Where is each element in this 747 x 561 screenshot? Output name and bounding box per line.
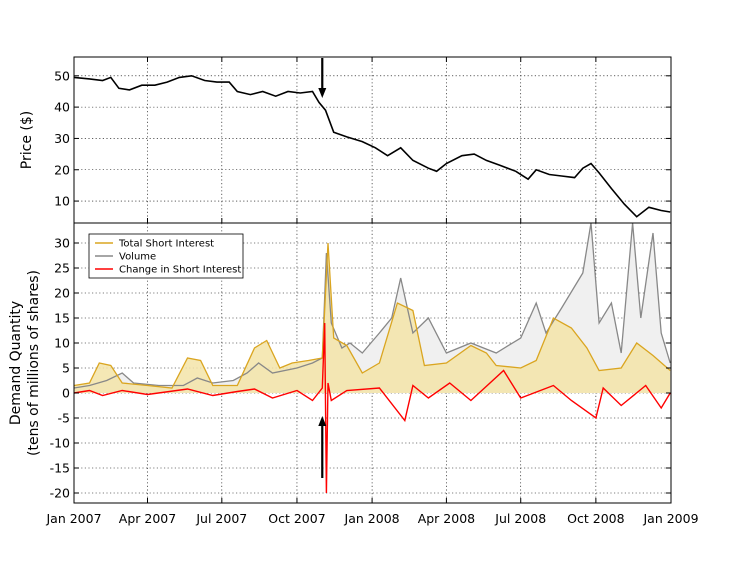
legend-label: Change in Short Interest	[119, 265, 241, 276]
price-y-ticks: 10 20 30 40 50	[54, 68, 671, 209]
demand-panel: -20 -15 -10 -5 0 5 10 15 20 25 30 Jan 2007 Apr 2007…	[8, 57, 699, 526]
volume-line	[73, 222, 671, 389]
demand-y-tick-label: 10	[54, 336, 70, 351]
price-annotations	[318, 58, 327, 98]
demand-y-tick-label: -20	[50, 486, 70, 501]
demand-y-axis-sublabel: (tens of millions of shares)	[26, 270, 42, 456]
demand-y-tick-label: -5	[58, 411, 70, 426]
x-tick-label: Jan 2008	[344, 511, 400, 526]
legend-label: Total Short Interest	[118, 239, 214, 250]
price-y-tick-label: 20	[54, 162, 70, 177]
demand-y-tick-label: -10	[50, 436, 70, 451]
price-y-tick-label: 30	[54, 131, 70, 146]
price-series	[73, 74, 671, 218]
x-tick-label: Jul 2008	[494, 511, 546, 526]
demand-y-tick-label: 25	[54, 261, 70, 276]
demand-y-tick-label: -15	[50, 461, 70, 476]
x-tick-label: Apr 2008	[418, 511, 475, 526]
price-y-axis-label: Price ($)	[19, 111, 35, 169]
short-interest-area	[74, 243, 671, 393]
demand-y-tick-label: 0	[62, 386, 70, 401]
x-tick-label: Jul 2007	[195, 511, 247, 526]
legend-box	[88, 233, 244, 279]
demand-y-tick-label: 15	[54, 311, 70, 326]
x-ticks: Jan 2007 Apr 2007 Jul 2007 Oct 2007 Jan 2008…	[45, 57, 699, 526]
demand-series	[73, 222, 671, 494]
short-interest-line	[73, 242, 671, 389]
demand-y-tick-label: 20	[54, 286, 70, 301]
arrow-up-head	[318, 416, 327, 426]
price-panel: 10 20 30 40 50 Price ($)	[19, 56, 672, 224]
x-tick-label: Oct 2008	[567, 511, 624, 526]
price-y-tick-label: 50	[54, 68, 70, 83]
price-axes-frame	[73, 56, 672, 224]
price-y-tick-label: 40	[54, 100, 70, 115]
legend-label: Volume	[119, 252, 156, 263]
arrow-down-head	[318, 88, 327, 98]
price-line	[73, 74, 671, 218]
demand-y-ticks: -20 -15 -10 -5 0 5 10 15 20 25 30	[50, 236, 671, 501]
legend: Total Short Interest Volume Change in Shor…	[88, 233, 244, 279]
demand-y-tick-label: 5	[62, 361, 70, 376]
x-tick-label: Jan 2009	[642, 511, 698, 526]
price-grid	[74, 57, 671, 223]
x-tick-label: Apr 2007	[119, 511, 176, 526]
change-short-interest-line	[73, 322, 671, 494]
demand-y-axis-label: Demand Quantity	[8, 301, 24, 425]
volume-area	[74, 223, 671, 393]
x-tick-label: Jan 2007	[45, 511, 101, 526]
demand-annotations	[318, 416, 327, 478]
x-tick-label: Oct 2007	[268, 511, 325, 526]
price-y-tick-label: 10	[54, 194, 70, 209]
demand-y-tick-label: 30	[54, 236, 70, 251]
